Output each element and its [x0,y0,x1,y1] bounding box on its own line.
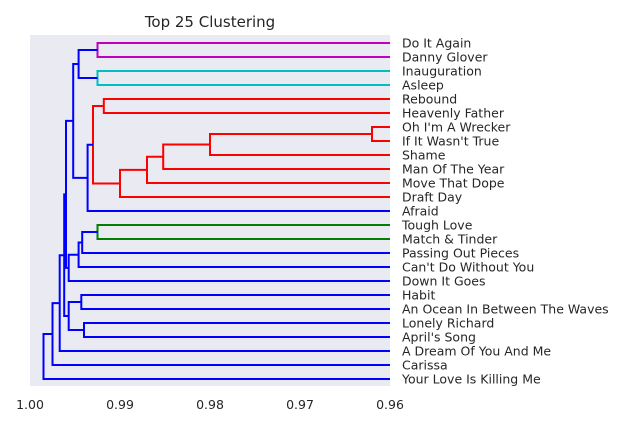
leaf-label: Down It Goes [402,274,486,289]
leaf-label: Carissa [402,358,448,373]
leaf-label: Lonely Richard [402,316,494,331]
x-tick-label: 0.96 [376,397,404,412]
leaf-label: Draft Day [402,190,463,205]
x-tick-label: 0.98 [196,397,224,412]
leaf-label: Oh I'm A Wrecker [402,120,511,135]
leaf-label: Rebound [402,92,457,107]
leaf-label: Danny Glover [402,50,488,65]
dendrogram-branch [42,333,390,380]
leaf-label: An Ocean In Between The Waves [402,302,609,317]
x-tick-label: 1.00 [16,397,44,412]
leaf-label: Habit [402,288,435,303]
leaf-label: Tough Love [401,218,473,233]
leaf-label: Do It Again [402,36,471,51]
leaf-label: Man Of The Year [402,162,505,177]
chart-title: Top 25 Clustering [144,13,275,31]
leaf-label: Afraid [402,204,439,219]
leaf-label: Move That Dope [402,176,505,191]
leaf-label: A Dream Of You And Me [402,344,551,359]
x-axis-ticks: 1.00 0.99 0.98 0.97 0.96 [16,397,404,412]
leaf-label: Can't Do Without You [402,260,534,275]
leaf-label: Asleep [402,78,444,93]
leaf-label: Your Love Is Killing Me [401,372,541,387]
leaf-label: April's Song [402,330,476,345]
leaf-label: Heavenly Father [402,106,505,121]
leaf-label: If It Wasn't True [402,134,499,149]
leaf-label: Passing Out Pieces [402,246,519,261]
leaf-label: Match & Tinder [402,232,498,247]
dendrogram-branches [42,42,390,380]
leaf-label: Inauguration [402,64,482,79]
x-tick-label: 0.97 [286,397,314,412]
leaf-label: Shame [402,148,446,163]
x-tick-label: 0.99 [106,397,134,412]
